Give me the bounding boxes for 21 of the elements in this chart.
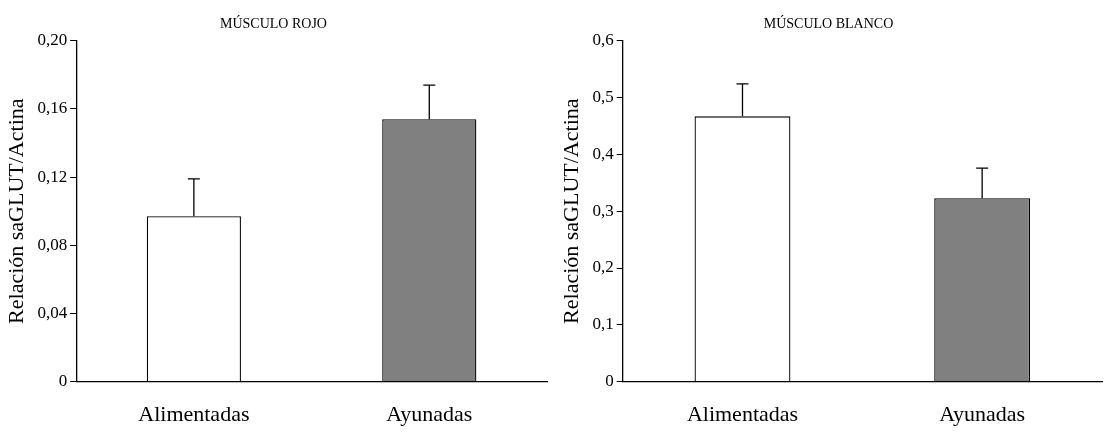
y-tick-label: 0,12 <box>37 166 68 186</box>
x-tick-label: Alimentadas <box>138 400 250 426</box>
y-tick-label: 0,4 <box>592 143 615 163</box>
y-tick-label: 0,6 <box>592 30 614 50</box>
y-tick-label: 0,16 <box>37 98 68 118</box>
y-tick-label: 0 <box>605 371 614 391</box>
y-axis-title: Relación saGLUT/Actina <box>557 98 583 324</box>
x-tick-label: Ayunadas <box>939 400 1026 426</box>
x-tick-label: Ayunadas <box>386 400 473 426</box>
y-tick-label: 0,08 <box>37 234 68 254</box>
x-tick-label: Alimentadas <box>686 400 799 426</box>
y-tick-label: 0,5 <box>592 87 614 107</box>
chart-title: MÚSCULO ROJO <box>220 15 327 32</box>
y-tick-label: 0 <box>58 371 68 391</box>
y-tick-label: 0,2 <box>592 257 614 277</box>
y-tick-label: 0,04 <box>37 302 68 322</box>
chart-title: MÚSCULO BLANCO <box>763 15 894 32</box>
y-axis-title: Relación saGLUT/Actina <box>2 98 28 324</box>
y-tick-label: 0,1 <box>592 314 614 334</box>
y-tick-label: 0,20 <box>37 30 68 50</box>
y-tick-label: 0,3 <box>592 200 614 220</box>
